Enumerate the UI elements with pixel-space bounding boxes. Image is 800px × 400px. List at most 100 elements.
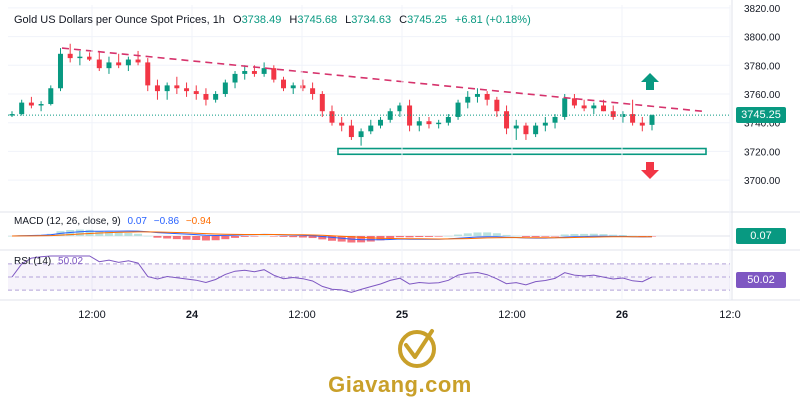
candle-body <box>203 93 209 100</box>
x-tick-label: 25 <box>396 309 408 321</box>
candle-body <box>591 105 597 109</box>
rsi-legend: RSI (14) 50.02 <box>14 256 87 267</box>
candle-body <box>125 59 131 66</box>
macd-histogram-bar <box>609 234 618 236</box>
candle-body <box>290 85 296 89</box>
candle-body <box>445 116 451 123</box>
macd-histogram-bar <box>8 236 16 237</box>
overlays <box>8 47 730 156</box>
candle-body <box>19 102 25 115</box>
macd-histogram-bar <box>153 236 162 238</box>
candle-body <box>387 111 393 120</box>
candle-body <box>552 116 558 123</box>
macd-histogram-bar <box>502 234 511 236</box>
x-tick-label: 12:00 <box>288 309 316 321</box>
candle-body <box>193 91 199 94</box>
high-label: H <box>289 14 298 26</box>
candle-body <box>242 71 248 74</box>
macd-signal-value: −0.86 <box>153 216 180 227</box>
macd-histogram-bar <box>492 233 501 236</box>
macd-histogram-bar <box>473 232 482 236</box>
candle-body <box>484 93 490 100</box>
rsi-tag: 50.02 <box>736 272 786 288</box>
candle-body <box>542 122 548 126</box>
candle-body <box>281 79 287 89</box>
x-tick-label: 12:00 <box>78 309 106 321</box>
macd-histogram-bar <box>541 236 550 237</box>
y-tick-label: 3820.00 <box>744 4 781 15</box>
logo-check <box>404 329 434 359</box>
candle-body <box>416 121 422 126</box>
candle-body <box>348 125 354 138</box>
candle-body <box>96 59 102 69</box>
candle-body <box>504 111 510 129</box>
candle-body <box>87 56 93 60</box>
macd-histogram-bar <box>405 236 414 238</box>
rsi-label: RSI (14) <box>14 256 52 267</box>
candle-body <box>474 93 480 97</box>
trendline <box>61 47 706 113</box>
macd-histogram-bar <box>589 233 598 236</box>
candle-body <box>67 53 73 59</box>
candle-body <box>494 99 500 112</box>
macd-histogram-bar <box>395 236 404 238</box>
macd-histogram-bar <box>182 236 191 240</box>
candle-body <box>407 105 413 126</box>
candle-body <box>251 71 257 74</box>
x-tick-label: 12:0 <box>719 309 740 321</box>
gold-logo-icon <box>398 329 436 368</box>
close-value: 3745.25 <box>407 14 447 26</box>
candle-body <box>639 122 645 126</box>
y-tick-label: 3700.00 <box>744 176 781 187</box>
macd-histogram-bar <box>269 236 278 237</box>
macd-histogram-bar <box>434 236 443 237</box>
candle-body <box>523 125 529 135</box>
arrow-down-icon <box>641 162 659 179</box>
candle-body <box>271 68 277 80</box>
candle-body <box>48 88 54 105</box>
macd-histogram-bar <box>85 229 94 236</box>
low-label: L <box>345 14 352 26</box>
macd-tag: 0.07 <box>736 228 786 244</box>
macd-histogram-bar <box>454 234 463 236</box>
candle-body <box>465 96 471 103</box>
macd-histogram-bar <box>163 236 172 239</box>
price-tag: 3745.25 <box>736 107 786 123</box>
symbol-title: Gold US Dollars per Ounce Spot Prices, 1… <box>14 14 225 26</box>
macd-histogram-bar <box>308 236 317 239</box>
candle-body <box>358 131 364 138</box>
candle-body <box>145 62 151 86</box>
macd-histogram-bar <box>648 236 656 237</box>
candle-body <box>232 73 238 83</box>
candle-body <box>116 62 122 66</box>
macd-histogram-bar <box>570 233 579 236</box>
candle-body <box>581 105 587 109</box>
macd-histogram-value: −0.94 <box>185 216 212 227</box>
macd-histogram-bar <box>289 236 298 238</box>
macd-histogram-bar <box>628 235 637 237</box>
candle-body <box>319 93 325 112</box>
watermark-text: Giavang.com <box>328 372 472 397</box>
candle-body <box>601 105 607 112</box>
macd-histogram-bar <box>560 234 569 236</box>
candle-body <box>154 85 160 92</box>
candles[interactable] <box>9 43 655 146</box>
grid-lines <box>0 0 800 301</box>
macd-histogram-bar <box>221 236 230 240</box>
open-value: 3738.49 <box>241 14 282 26</box>
arrow-up-icon <box>641 73 659 90</box>
macd-histogram-bar <box>104 231 113 236</box>
macd-histogram-bar <box>424 236 433 237</box>
close-label: C <box>399 14 408 26</box>
candle-body <box>77 56 83 59</box>
support-zone-box <box>337 147 707 156</box>
candle-body <box>38 104 44 106</box>
x-tick-label: 24 <box>186 309 199 321</box>
macd-histogram-bar <box>366 236 375 242</box>
macd-histogram-bar <box>211 236 220 241</box>
candle-body <box>106 62 112 69</box>
candle-body <box>533 125 539 135</box>
macd-histogram-bar <box>599 234 608 236</box>
candle-body <box>164 85 170 92</box>
